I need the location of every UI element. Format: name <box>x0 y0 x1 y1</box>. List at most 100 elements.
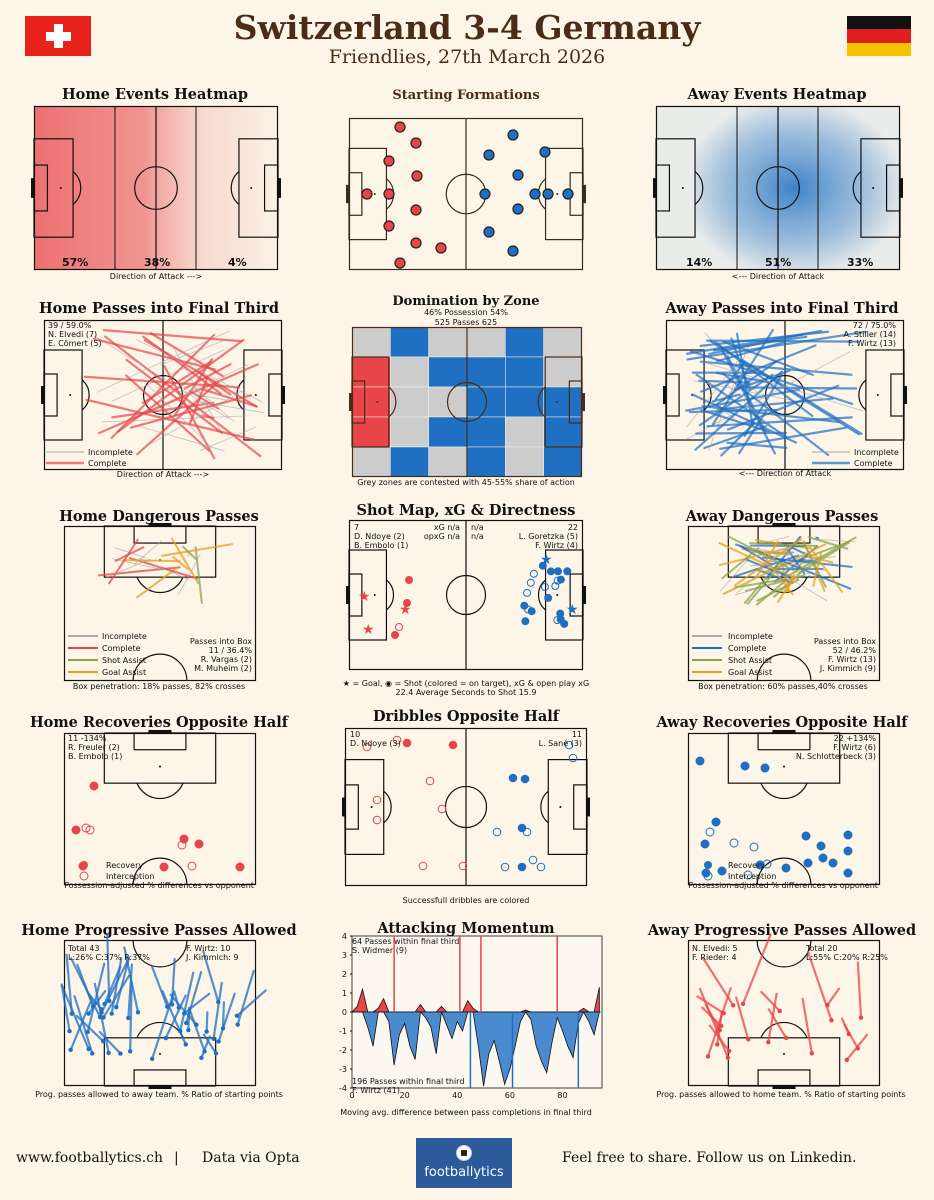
penalty-arc <box>760 782 808 800</box>
away-rec-legend-interception: Interception <box>728 872 777 881</box>
zone-cell <box>428 356 468 388</box>
footballytics-logo[interactable]: footballytics <box>416 1138 512 1188</box>
prog-pass <box>103 965 122 1006</box>
complete-pass <box>706 416 853 428</box>
prog-pass-start <box>717 1028 722 1033</box>
home-dribble <box>392 735 402 745</box>
shot-assist <box>802 541 827 588</box>
center-circle <box>134 166 178 210</box>
away-dangerous-title: Away Dangerous Passes <box>685 508 879 525</box>
home-dribble <box>458 861 468 871</box>
shot-assist <box>194 546 203 604</box>
away-shot <box>520 601 529 610</box>
prog-pass-start <box>186 1027 191 1033</box>
zone-cell <box>543 386 583 418</box>
x-tick-label: 0 <box>349 1091 354 1100</box>
six-yard-box-right <box>268 373 283 417</box>
zone-cell <box>505 416 544 448</box>
recovery-dot <box>803 858 813 868</box>
prog-pass-start <box>176 1005 181 1010</box>
home-dribble <box>372 815 382 825</box>
away-dribble <box>564 740 574 750</box>
incomplete-pass <box>102 415 247 423</box>
away-dang-stat2: F. Wirtz (13) <box>828 655 876 664</box>
six-yard-box <box>133 1069 187 1087</box>
complete-pass <box>142 335 222 395</box>
complete-pass <box>129 394 253 429</box>
home-final-third-pitch <box>41 319 285 471</box>
prog-pass <box>150 965 169 1008</box>
penalty-arc-left <box>694 171 704 205</box>
complete-pass <box>700 344 817 393</box>
incomplete-pass <box>155 386 228 401</box>
prog-pass <box>845 1033 868 1061</box>
shot-home-opxg: opxG n/a <box>423 532 460 541</box>
footer-source: Data via Opta <box>202 1150 300 1166</box>
prog-pass <box>741 933 772 1005</box>
prog-pass-start <box>718 1023 724 1029</box>
away-rec-stat2: F. Wirtz (6) <box>833 743 876 752</box>
prog-pass-start <box>149 1056 155 1062</box>
x-tick-label: 40 <box>452 1091 462 1100</box>
home-dang-legend-3: Goal Assist <box>102 668 147 677</box>
recovery-dot <box>755 860 765 870</box>
shot-assist <box>746 567 779 606</box>
footer-share: Feel free to share. Follow us on Linkedi… <box>562 1150 857 1166</box>
complete-pass <box>716 397 834 411</box>
shot-caption-2: 22.4 Average Seconds to Shot 15.9 <box>395 688 537 697</box>
interception-dot <box>187 861 197 871</box>
home-third-1: 57% <box>62 256 89 269</box>
away-dang-stat1: 52 / 46.2% <box>832 646 876 655</box>
recovery-dot <box>843 830 853 840</box>
home-heatmap-caption: Direction of Attack ---> <box>109 272 203 281</box>
penalty-spot-left <box>373 594 376 596</box>
legend-recovery-dot <box>704 861 712 869</box>
complete-pass <box>85 398 255 441</box>
six-yard-box <box>757 1069 811 1087</box>
penalty-spot-left <box>376 401 379 403</box>
complete-pass <box>726 355 767 433</box>
six-yard-box-right <box>890 373 905 417</box>
away-goal-star: ★ <box>566 602 579 618</box>
zone-cell <box>428 446 468 478</box>
complete-pass <box>188 376 209 425</box>
away-third-2: 51% <box>765 256 792 269</box>
drib-home-player: D. Ndoye (3) <box>350 739 401 748</box>
home-shot <box>391 631 399 639</box>
shot-away-p2: F. Wirtz (4) <box>535 541 578 550</box>
zone-cell <box>390 356 429 388</box>
away-shot <box>556 575 565 584</box>
legend-interception-dot <box>79 871 89 881</box>
away-dribble <box>528 855 538 865</box>
domination-title: Domination by Zone <box>392 294 540 309</box>
prog-pass <box>706 987 732 1058</box>
prog-pass-start <box>126 1015 131 1021</box>
goal-assist <box>718 546 792 567</box>
prog-pass-start <box>705 1054 711 1059</box>
prog-pass <box>69 1001 92 1051</box>
zone-cell <box>390 326 429 358</box>
penalty-arc-left <box>72 171 82 205</box>
prog-pass-start <box>846 1031 851 1037</box>
prog-pass <box>65 953 73 1015</box>
incomplete-pass <box>137 425 225 452</box>
zone-cell <box>351 356 391 388</box>
home-dribble <box>425 776 435 786</box>
penalty-spot-right <box>254 394 257 396</box>
away-ft-legend-incomplete: Incomplete <box>854 448 899 457</box>
incomplete-pass <box>146 384 212 448</box>
shot-assist <box>727 535 795 572</box>
footer-site-link[interactable]: www.footballytics.ch <box>16 1150 164 1166</box>
penalty-spot-right <box>872 187 875 189</box>
prog-pass-start <box>726 1048 732 1054</box>
away-player-dot <box>507 245 519 257</box>
away-shot <box>521 617 530 626</box>
page-subtitle: Friendlies, 27th March 2026 <box>328 46 606 68</box>
shot-home-xg: xG n/a <box>433 523 460 532</box>
interception-dot <box>743 870 753 880</box>
goal-assist <box>170 537 200 585</box>
home-goal-star: ★ <box>362 622 375 638</box>
prog-pass <box>100 960 129 1014</box>
away-heatmap-title: Away Events Heatmap <box>687 86 867 103</box>
zone-cell <box>466 446 506 478</box>
